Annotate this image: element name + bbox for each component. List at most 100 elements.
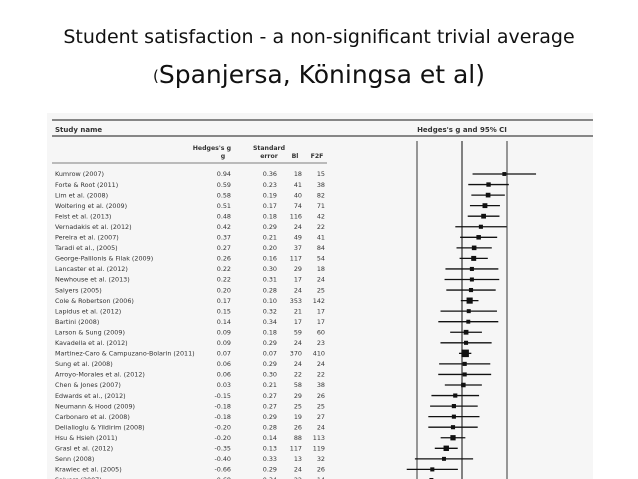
forest-plot: Study name Hedges's g and 95% CI Hedges'… — [52, 119, 593, 479]
effect-square — [450, 425, 456, 430]
bl-count: 41 — [294, 181, 302, 189]
slide-subtitle: (Spanjersa, Köningsa et al) — [0, 60, 638, 89]
study-name: Chen & Jones (2007) — [55, 381, 121, 389]
effect-square — [451, 414, 456, 419]
standard-error-value: 0.32 — [263, 307, 277, 315]
hedges-g-value: -0.15 — [214, 392, 231, 400]
bl-count: 353 — [290, 297, 302, 305]
study-name: Larson & Sung (2009) — [55, 328, 125, 336]
col-header-g: Hedges's g — [193, 145, 231, 152]
standard-error-value: 0.30 — [263, 265, 277, 273]
f2f-count: 24 — [317, 423, 325, 431]
standard-error-value: 0.34 — [263, 476, 277, 479]
effect-square — [478, 224, 483, 229]
hedges-g-value: 0.22 — [217, 265, 231, 273]
subtitle-text: Spanjersa, Köningsa et al) — [158, 60, 485, 89]
study-name: Kumrow (2007) — [55, 170, 104, 178]
study-name: Taradi et al., (2005) — [54, 244, 118, 252]
standard-error-value: 0.27 — [263, 392, 277, 400]
hedges-g-value: 0.07 — [217, 350, 231, 358]
study-name: Krawiec et al. (2005) — [55, 466, 122, 474]
effect-square — [466, 297, 473, 304]
f2f-count: 27 — [317, 413, 325, 421]
study-name: Pereira et al. (2007) — [55, 234, 119, 242]
bl-count: 21 — [294, 307, 302, 315]
study-name: Cole & Robertson (2006) — [55, 297, 134, 305]
hedges-g-value: -0.40 — [214, 455, 231, 463]
col-header-g-letter: g — [221, 153, 225, 160]
effect-square — [482, 203, 488, 209]
f2f-count: 26 — [317, 466, 325, 474]
study-name: Feist et al. (2013) — [55, 212, 111, 220]
bl-count: 58 — [294, 381, 302, 389]
hedges-g-value: 0.48 — [217, 212, 231, 220]
standard-error-value: 0.16 — [263, 255, 277, 263]
hedges-g-value: 0.22 — [217, 276, 231, 284]
f2f-count: 32 — [317, 455, 325, 463]
study-name: Woltering et al. (2009) — [55, 202, 127, 210]
hedges-g-value: 0.37 — [217, 234, 231, 242]
col-header-se-2: error — [260, 153, 279, 160]
effect-square — [463, 329, 469, 335]
effect-square — [462, 372, 467, 377]
hedges-g-value: 0.58 — [217, 191, 231, 199]
bl-count: 88 — [294, 434, 302, 442]
study-name: Martinez-Caro & Campuzano-Bolarin (2011) — [55, 350, 195, 358]
standard-error-value: 0.19 — [263, 191, 277, 199]
standard-error-value: 0.28 — [263, 423, 277, 431]
bl-count: 40 — [294, 191, 302, 199]
hedges-g-value: 0.03 — [217, 381, 231, 389]
standard-error-value: 0.20 — [263, 244, 277, 252]
bl-count: 13 — [294, 455, 302, 463]
bl-count: 29 — [294, 265, 302, 273]
bl-count: 24 — [294, 286, 302, 294]
bl-count: 74 — [294, 202, 302, 210]
hedges-g-value: 0.09 — [217, 328, 231, 336]
study-name: Delialioglu & Yildirim (2008) — [55, 423, 145, 431]
standard-error-value: 0.36 — [263, 170, 277, 178]
hedges-g-value: -0.35 — [214, 445, 231, 453]
f2f-count: 410 — [313, 350, 325, 358]
f2f-count: 24 — [317, 360, 325, 368]
bl-count: 49 — [294, 234, 302, 242]
f2f-count: 38 — [317, 181, 325, 189]
col-header-f2f: F2F — [311, 153, 324, 160]
hedges-g-value: -0.20 — [214, 423, 231, 431]
hedges-g-value: 0.26 — [217, 255, 231, 263]
bl-count: 22 — [294, 371, 302, 379]
f2f-count: 25 — [317, 402, 325, 410]
effect-square — [442, 456, 446, 461]
effect-square — [450, 435, 456, 441]
study-name: Newhouse et al. (2013) — [55, 276, 130, 284]
bl-count: 24 — [294, 223, 302, 231]
standard-error-value: 0.23 — [263, 181, 277, 189]
bl-count: 37 — [294, 244, 302, 252]
f2f-count: 24 — [317, 276, 325, 284]
f2f-count: 14 — [317, 476, 325, 479]
bl-count: 117 — [290, 255, 302, 263]
study-name: Lancaster et al. (2012) — [55, 265, 128, 273]
standard-error-value: 0.29 — [263, 466, 277, 474]
hedges-g-value: 0.20 — [217, 286, 231, 294]
col-header-se: Standard — [253, 145, 285, 152]
effect-square — [486, 182, 491, 187]
hedges-g-value: -0.68 — [214, 476, 231, 479]
bl-count: 26 — [294, 423, 302, 431]
study-name: Arroyo-Morales et al. (2012) — [55, 371, 145, 379]
bl-count: 24 — [294, 466, 302, 474]
standard-error-value: 0.17 — [263, 202, 277, 210]
hedges-g-value: 0.17 — [217, 297, 231, 305]
effect-square — [471, 255, 477, 261]
study-name: Neumann & Hood (2009) — [55, 402, 135, 410]
study-name: Lim et al. (2008) — [55, 191, 108, 199]
f2f-count: 25 — [317, 286, 325, 294]
study-name: Lapidus et al. (2012) — [55, 307, 121, 315]
hedges-g-value: -0.18 — [214, 413, 231, 421]
study-name: Carbonaro et al. (2008) — [55, 413, 130, 421]
hedges-g-value: 0.27 — [217, 244, 231, 252]
standard-error-value: 0.31 — [263, 276, 277, 284]
bl-count: 59 — [294, 328, 302, 336]
standard-error-value: 0.29 — [263, 339, 277, 347]
study-name: Grasl et al. (2012) — [55, 445, 113, 453]
hedges-g-value: 0.51 — [217, 202, 231, 210]
